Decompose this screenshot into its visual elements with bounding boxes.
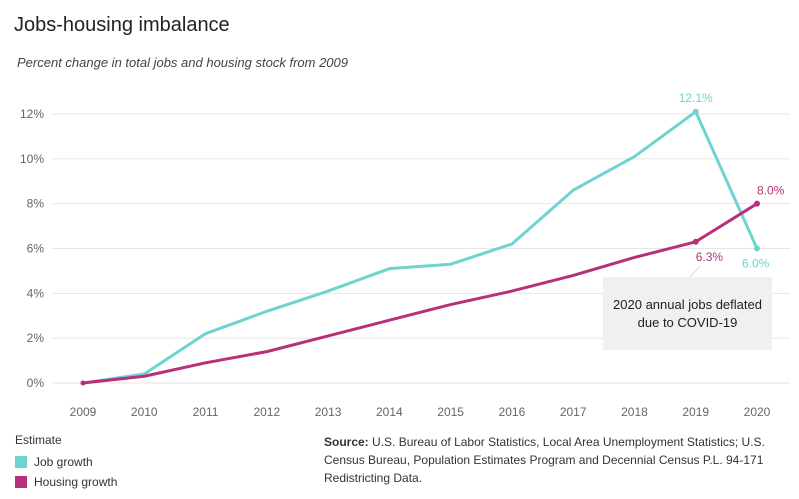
x-tick-label: 2014	[376, 405, 403, 419]
y-tick-label: 4%	[27, 286, 45, 300]
housing-growth-point	[692, 238, 699, 245]
source-label: Source:	[324, 435, 369, 449]
x-tick-label: 2012	[253, 405, 280, 419]
x-tick-label: 2017	[560, 405, 587, 419]
housing-growth-data-label: 6.3%	[696, 250, 724, 264]
covid-annotation: 2020 annual jobs deflated due to COVID-1…	[603, 277, 772, 350]
housing-growth-swatch	[15, 476, 27, 488]
y-tick-label: 2%	[27, 331, 45, 345]
job-growth-point	[754, 245, 760, 252]
housing-growth-point	[754, 200, 760, 207]
source-text: U.S. Bureau of Labor Statistics, Local A…	[324, 435, 765, 485]
housing-growth-data-label: 8.0%	[757, 184, 785, 198]
x-tick-label: 2011	[193, 405, 219, 419]
chart-title: Jobs-housing imbalance	[14, 14, 230, 36]
x-tick-label: 2015	[437, 405, 464, 419]
x-tick-label: 2018	[621, 405, 648, 419]
source-note: Source: U.S. Bureau of Labor Statistics,…	[324, 433, 790, 487]
job-growth-swatch	[15, 456, 27, 468]
y-tick-label: 8%	[27, 197, 45, 211]
y-tick-label: 6%	[27, 242, 45, 256]
housing-growth-line	[81, 202, 759, 385]
job-growth-line	[81, 110, 759, 385]
legend-item-job-growth[interactable]: Job growth	[15, 452, 117, 472]
x-tick-label: 2020	[744, 405, 771, 419]
legend-label-housing-growth: Housing growth	[34, 475, 118, 489]
x-tick-label: 2019	[682, 405, 709, 419]
legend-item-housing-growth[interactable]: Housing growth	[15, 472, 117, 492]
housing-growth-point	[80, 380, 86, 386]
x-tick-label: 2016	[499, 405, 526, 419]
x-tick-label: 2010	[131, 405, 158, 419]
legend: Estimate Job growth Housing growth	[15, 433, 117, 492]
job-growth-data-label: 6.0%	[742, 257, 770, 271]
legend-label-job-growth: Job growth	[34, 455, 93, 469]
chart-subtitle: Percent change in total jobs and housing…	[17, 55, 348, 70]
y-tick-label: 10%	[20, 152, 44, 166]
y-tick-label: 0%	[27, 376, 45, 390]
annotation-leader	[689, 265, 701, 278]
y-tick-label: 12%	[20, 107, 44, 121]
x-tick-label: 2013	[315, 405, 342, 419]
job-growth-data-label: 12.1%	[679, 91, 713, 105]
x-tick-label: 2009	[70, 405, 97, 419]
legend-title: Estimate	[15, 433, 62, 447]
job-growth-point	[692, 108, 699, 115]
